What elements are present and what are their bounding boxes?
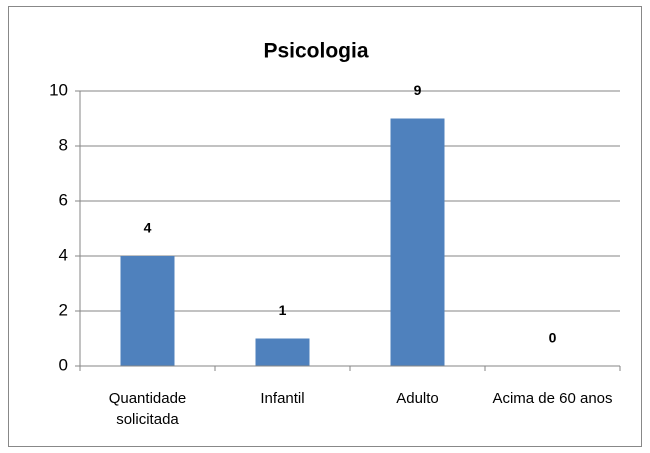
data-label: 9 [414,82,422,98]
bar [255,338,310,366]
data-label: 0 [549,330,557,346]
x-tick-label: Adulto [396,390,439,407]
bar [390,118,445,366]
x-tick-label: Acima de 60 anos [492,390,613,407]
x-tick-label: Quantidade solicitada [108,390,187,428]
bar [120,256,175,366]
chart-border [8,6,642,447]
data-label: 4 [144,220,152,236]
y-tick-label: 10 [49,80,68,99]
x-tick-label: Infantil [260,390,305,407]
y-tick-label: 0 [59,355,68,374]
y-tick-label: 4 [59,245,68,264]
data-label: 1 [279,302,287,318]
y-tick-label: 6 [59,190,68,209]
chart-title: Psicologia [263,40,368,63]
y-tick-label: 8 [59,135,68,154]
y-tick-label: 2 [59,300,68,319]
